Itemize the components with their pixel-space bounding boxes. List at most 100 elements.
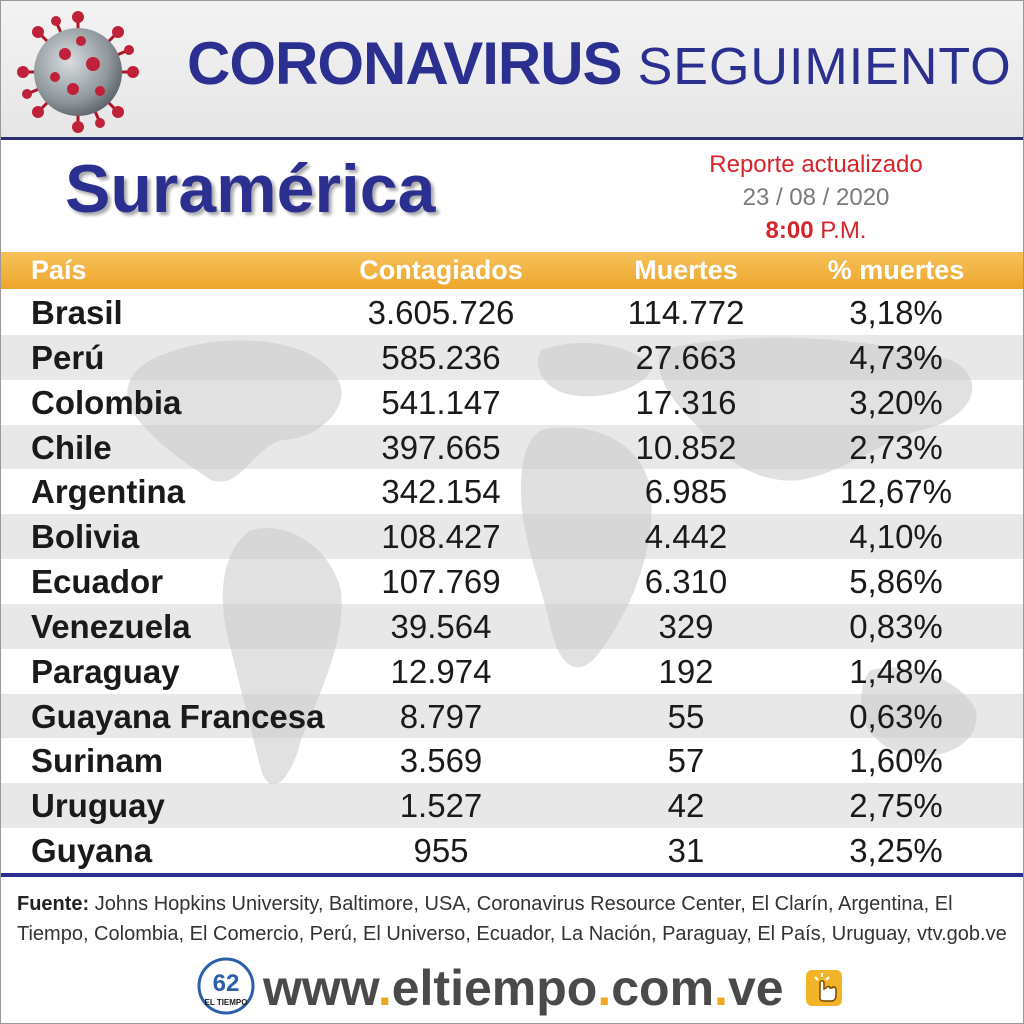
cell-cases: 342.154 [381, 473, 501, 511]
cell-deaths: 57 [667, 742, 705, 780]
cell-percent: 0,63% [849, 697, 943, 735]
cell-cases: 12.974 [390, 652, 492, 690]
cell-cases: 8.797 [399, 697, 483, 735]
table-row: Brasil 3.605.726 114.772 3,18% [1, 290, 1023, 335]
table-row: Ecuador 107.769 6.310 5,86% [1, 559, 1023, 604]
cell-percent: 1,60% [849, 742, 943, 780]
logo-text: EL TIEMPO [205, 998, 248, 1007]
cell-country: Venezuela [31, 607, 191, 645]
cell-percent: 2,75% [849, 787, 943, 825]
report-label: Reporte actualizado [709, 151, 923, 178]
report-time-value: 8:00 [765, 217, 814, 244]
cell-percent: 5,86% [849, 563, 943, 601]
cell-cases: 39.564 [390, 607, 492, 645]
report-info: Reporte actualizado 23 / 08 / 2020 8:00 … [691, 148, 941, 247]
cell-percent: 12,67% [840, 473, 952, 511]
cell-country: Guyana [31, 832, 153, 870]
column-header-percent: % muertes [827, 255, 965, 285]
source-text: Johns Hopkins University, Baltimore, USA… [17, 893, 1007, 945]
table-row: Paraguay 12.974 192 1,48% [1, 649, 1023, 694]
report-date: 23 / 08 / 2020 [742, 184, 890, 211]
pointer-hand-icon [806, 970, 842, 1006]
report-time: 8:00 P.M. [691, 214, 941, 247]
cell-country: Bolivia [31, 518, 140, 556]
table-row: Colombia 541.147 17.316 3,20% [1, 380, 1023, 425]
title-bold: Coronavirus [187, 30, 623, 97]
cell-cases: 955 [413, 832, 469, 870]
cell-deaths: 10.852 [635, 428, 737, 466]
url-www: www [263, 960, 378, 1016]
cell-country: Guayana Francesa [31, 697, 325, 735]
url-dot: . [714, 960, 728, 1016]
url-ve: ve [727, 960, 784, 1016]
cell-percent: 4,10% [849, 518, 943, 556]
cell-country: Surinam [31, 742, 164, 780]
column-header-deaths: Muertes [634, 255, 738, 285]
source-note: Fuente: Johns Hopkins University, Baltim… [17, 889, 1007, 949]
table-bottom-rule [1, 873, 1023, 877]
table-row: Guayana Francesa 8.797 55 0,63% [1, 693, 1023, 739]
cell-country: Perú [31, 338, 105, 376]
page-title: Coronavirus Seguimiento [187, 29, 1012, 98]
cell-deaths: 17.316 [635, 383, 737, 421]
source-label: Fuente: [17, 893, 90, 915]
url-com: com [611, 960, 715, 1016]
website-url[interactable]: www.eltiempo.com.ve [263, 957, 784, 1019]
header-banner: Coronavirus Seguimiento [1, 1, 1023, 140]
eltiempo-logo-icon: 62 EL TIEMPO [197, 957, 255, 1015]
table-row: Chile 397.665 10.852 2,73% [1, 424, 1023, 470]
column-header-cases: Contagiados [359, 255, 523, 285]
cell-country: Argentina [31, 473, 186, 511]
table-body: Brasil 3.605.726 114.772 3,18% Perú 585.236 27… [1, 290, 1023, 873]
subheader: Suramérica Reporte actualizado 23 / 08 /… [1, 140, 1023, 250]
cell-percent: 3,18% [849, 294, 943, 331]
cell-deaths: 6.310 [644, 563, 728, 601]
cell-country: Uruguay [31, 787, 165, 825]
cell-deaths: 6.985 [644, 473, 728, 511]
cell-percent: 3,25% [849, 832, 943, 870]
url-name: eltiempo [391, 960, 598, 1016]
table-row: Perú 585.236 27.663 4,73% [1, 334, 1023, 380]
cell-cases: 541.147 [381, 383, 501, 421]
world-map-watermark [127, 337, 977, 785]
cell-country: Chile [31, 428, 112, 466]
cell-cases: 397.665 [381, 428, 501, 466]
cell-deaths: 27.663 [635, 338, 737, 376]
table-row: Surinam 3.569 57 1,60% [1, 738, 1023, 783]
cell-cases: 107.769 [381, 563, 501, 601]
table-row: Bolivia 108.427 4.442 4,10% [1, 514, 1023, 560]
region-title: Suramérica [65, 151, 436, 227]
cell-country: Brasil [31, 294, 123, 331]
logo-number: 62 [213, 970, 240, 997]
table-header: País Contagiados Muertes % muertes [1, 252, 1023, 289]
cell-percent: 2,73% [849, 428, 943, 466]
cell-deaths: 192 [658, 652, 714, 690]
cell-percent: 1,48% [849, 652, 943, 690]
title-light: Seguimiento [637, 38, 1012, 96]
cell-percent: 0,83% [849, 607, 943, 645]
column-header-country: País [31, 255, 87, 285]
url-dot: . [377, 960, 392, 1016]
table-row: Argentina 342.154 6.985 12,67% [1, 469, 1023, 514]
table-row: Venezuela 39.564 329 0,83% [1, 603, 1023, 649]
cell-deaths: 4.442 [644, 518, 728, 556]
cell-deaths: 329 [658, 607, 714, 645]
cell-percent: 3,20% [849, 383, 943, 421]
table-row: Guyana 955 31 3,25% [1, 828, 1023, 873]
cell-deaths: 114.772 [627, 294, 745, 331]
cell-cases: 3.605.726 [367, 294, 515, 331]
cell-deaths: 31 [667, 832, 705, 870]
coronavirus-icon [17, 11, 139, 133]
cell-deaths: 42 [667, 787, 705, 825]
cell-country: Ecuador [31, 563, 164, 601]
cell-country: Colombia [31, 383, 182, 421]
cell-percent: 4,73% [849, 338, 943, 376]
cell-country: Paraguay [31, 652, 180, 690]
table-row: Uruguay 1.527 42 2,75% [1, 783, 1023, 829]
cell-cases: 585.236 [381, 338, 501, 376]
url-dot: . [597, 960, 612, 1016]
cell-cases: 3.569 [399, 742, 483, 780]
cell-cases: 1.527 [399, 787, 483, 825]
report-ampm: P.M. [820, 217, 867, 244]
